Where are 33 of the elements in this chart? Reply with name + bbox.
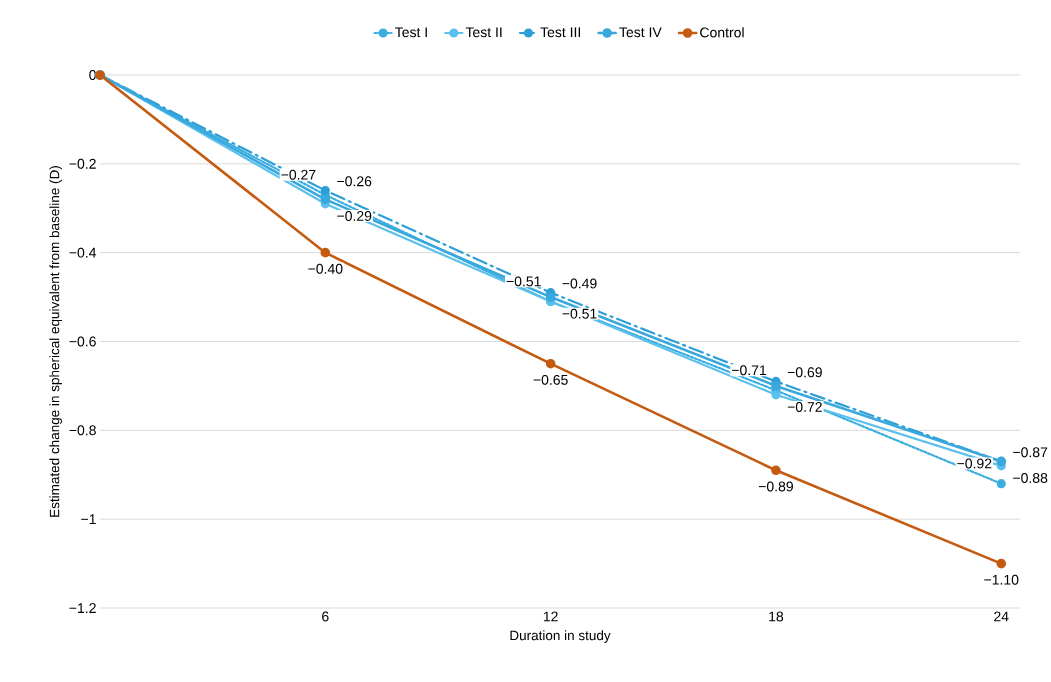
legend-label: Test I xyxy=(395,27,427,38)
legend-label: Test IV xyxy=(619,27,662,38)
y-tick-label: −0.8 xyxy=(69,425,96,436)
data-label: −0.65 xyxy=(533,374,568,385)
legend-label: Control xyxy=(700,27,744,38)
x-tick-label: 18 xyxy=(769,611,784,622)
x-tick-label: 6 xyxy=(322,611,329,622)
x-tick-label: 24 xyxy=(994,611,1009,622)
y-tick-label: −0.6 xyxy=(69,336,96,347)
legend-label: Test III xyxy=(540,27,580,38)
data-label: −0.29 xyxy=(337,210,372,221)
data-label: −0.40 xyxy=(308,263,343,274)
data-label: −0.71 xyxy=(731,365,767,376)
data-label: −0.69 xyxy=(787,367,822,378)
x-tick-label: 12 xyxy=(543,611,558,622)
x-axis-title: Duration in study xyxy=(510,630,611,643)
y-tick-label: −0.4 xyxy=(69,247,97,258)
data-label: −0.51 xyxy=(506,276,541,287)
data-label: −0.89 xyxy=(758,481,793,492)
legend-label: Test II xyxy=(465,27,502,38)
data-label: −0.49 xyxy=(562,278,597,289)
data-label: −0.87 xyxy=(1013,447,1048,458)
y-tick-label: −0.2 xyxy=(69,158,96,169)
data-label: −0.27 xyxy=(281,169,316,180)
y-tick-label: −1 xyxy=(81,514,96,524)
data-label: −0.26 xyxy=(337,176,372,187)
data-label: −0.72 xyxy=(787,401,822,412)
data-label: −1.10 xyxy=(984,574,1019,585)
y-axis-title: Estimated change in spherical equivalent from baseline (D) xyxy=(49,166,62,517)
data-label: −0.92 xyxy=(957,458,992,469)
data-label: −0.88 xyxy=(1013,473,1048,483)
data-label: −0.51 xyxy=(562,308,597,319)
y-tick-label: −1.2 xyxy=(69,603,96,613)
